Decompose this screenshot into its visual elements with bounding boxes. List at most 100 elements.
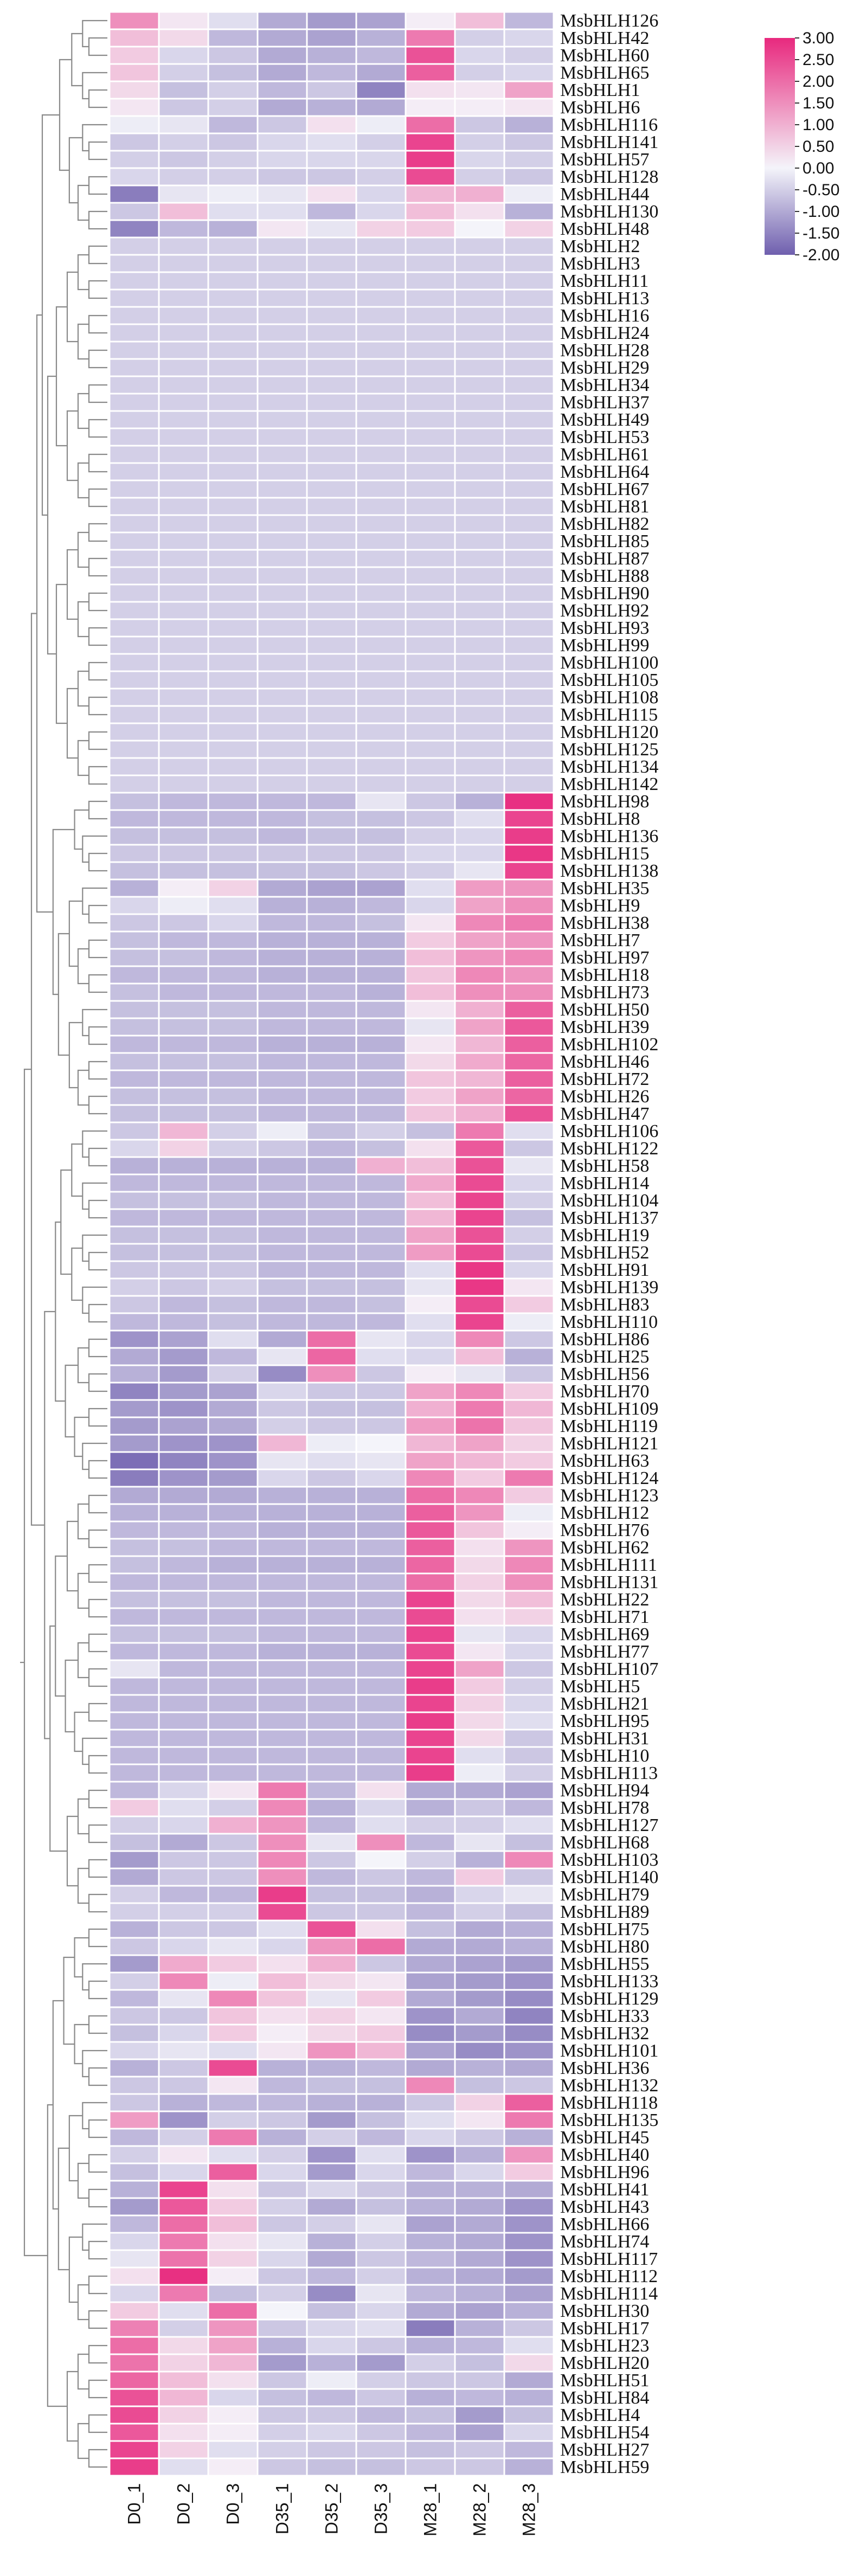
heatmap-cell [256,1052,308,1071]
heatmap-cell [405,1850,456,1870]
heatmap-cell [454,1815,505,1835]
heatmap-cell [454,1017,505,1037]
row-label: MsbHLH15 [560,844,649,864]
heatmap-cell [108,167,160,187]
dendrogram-branch [88,1980,107,2000]
heatmap-cell [306,740,357,759]
heatmap-cell [306,705,357,724]
heatmap-cell [503,1243,555,1262]
row-label: MsbHLH130 [560,202,658,222]
heatmap-cell [454,63,505,82]
heatmap-cell [503,2197,555,2217]
heatmap-cell [207,844,259,863]
heatmap-cell [454,375,505,395]
heatmap-cell [207,705,259,724]
heatmap-cell [207,445,259,464]
heatmap-cell [454,462,505,481]
heatmap-cell [108,531,160,551]
heatmap-cell [158,323,209,343]
heatmap-cell [207,2405,259,2425]
heatmap-cell [207,497,259,516]
row-label: MsbHLH112 [560,2266,658,2286]
dendrogram-branch [88,419,107,438]
heatmap-cell [158,98,209,117]
heatmap-cell [355,2214,407,2234]
heatmap-cell [158,1399,209,1418]
heatmap-cell [207,1902,259,1922]
row-label: MsbHLH21 [560,1694,649,1714]
heatmap-cell [454,1382,505,1401]
heatmap-cell [108,1867,160,1887]
legend-tick-label: -1.50 [803,224,839,242]
heatmap-cell [256,462,308,481]
heatmap-cell [256,1642,308,1661]
row-label: MsbHLH123 [560,1486,658,1506]
heatmap-cell [454,1260,505,1280]
heatmap-cell [454,1225,505,1245]
heatmap-cell [355,2058,407,2078]
heatmap-cell [503,1035,555,1054]
dendrogram-branch [88,2240,107,2260]
dendrogram-branch [88,1824,107,1843]
heatmap-cell [306,1538,357,1557]
heatmap-cell [256,1156,308,1175]
heatmap-cell [454,184,505,204]
heatmap-cell [108,2041,160,2060]
heatmap-cell [405,2197,456,2217]
heatmap-cell [355,1399,407,1418]
column-labels: D0_1 D0_2 D0_3 D35_1 D35_2 D35_3 M28_1 M28_2 M28… [125,2483,539,2536]
dendrogram-branch [55,1221,66,1402]
heatmap-cell [355,653,407,672]
heatmap-cell [405,1104,456,1123]
heatmap-cell [454,1503,505,1523]
heatmap-cell [355,462,407,481]
heatmap-cell [256,653,308,672]
heatmap-cell [355,1624,407,1644]
row-label: MsbHLH103 [560,1850,658,1870]
heatmap-cell [355,809,407,828]
heatmap-cell [108,635,160,655]
dendrogram-branch [74,1416,89,1457]
heatmap-cell [108,2162,160,2182]
heatmap-cell [355,861,407,881]
heatmap-cell [108,930,160,950]
row-label: MsbHLH141 [560,132,658,152]
dendrogram-branch [88,1408,107,1427]
column-label: D35_2 [322,2483,342,2534]
heatmap-cell [158,2093,209,2112]
heatmap-cell [256,1225,308,1245]
heatmap-cell [355,722,407,742]
dendrogram-branch [68,900,83,967]
heatmap-cells [108,11,555,2477]
heatmap-cell [405,167,456,187]
heatmap-cell [207,132,259,152]
heatmap-cell [306,1659,357,1679]
heatmap-cell [158,2006,209,2026]
heatmap-cell [108,1416,160,1436]
dendrogram-branch [88,557,107,577]
heatmap-cell [405,1815,456,1835]
heatmap-cell [108,236,160,256]
heatmap-cell [306,288,357,308]
heatmap-cell [355,80,407,100]
heatmap-cell [256,375,308,395]
heatmap-cell [256,2371,308,2390]
heatmap-cell [207,1104,259,1123]
heatmap-cell [256,80,308,100]
heatmap-cell [454,2301,505,2321]
heatmap-cell [158,1902,209,1922]
heatmap-cell [158,2023,209,2043]
row-label: MsbHLH58 [560,1156,649,1176]
heatmap-cell [355,1590,407,1609]
heatmap-cell [405,2266,456,2286]
heatmap-cell [158,1000,209,1019]
heatmap-cell [207,2371,259,2390]
heatmap-cell [207,1729,259,1748]
heatmap-cell [454,115,505,134]
heatmap-cell [503,1676,555,1696]
heatmap-cell [108,653,160,672]
heatmap-cell [503,1520,555,1540]
row-dendrogram [20,20,107,2468]
heatmap-cell [355,497,407,516]
heatmap-cell [503,2336,555,2355]
